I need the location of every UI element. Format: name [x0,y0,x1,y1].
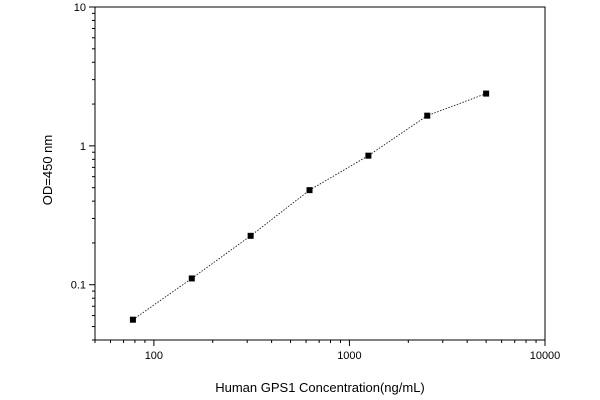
series-polyline [132,93,487,321]
series-points [129,90,490,323]
plot-frame [94,6,546,341]
series-line [132,93,487,321]
x-tick-label: 100 [145,350,163,362]
x-tick-label: 1000 [337,350,361,362]
y-tick-label: 10 [74,2,86,14]
data-point [483,90,490,97]
data-point [247,232,254,239]
x-axis-title: Human GPS1 Concentration(ng/mL) [215,380,425,395]
data-point [188,275,195,282]
data-point [306,187,313,194]
x-tick-label: 10000 [530,350,561,362]
data-point [365,152,372,159]
data-point [424,112,431,119]
plot-border [94,6,546,341]
data-point [129,316,136,323]
y-axis-title: OD=450 nm [40,135,55,205]
y-tick-label: 1 [80,141,86,153]
tick-labels: 100 1000 10000 0.1 1 10 [71,2,561,362]
ticks [89,6,546,346]
y-tick-label: 0.1 [71,280,86,292]
